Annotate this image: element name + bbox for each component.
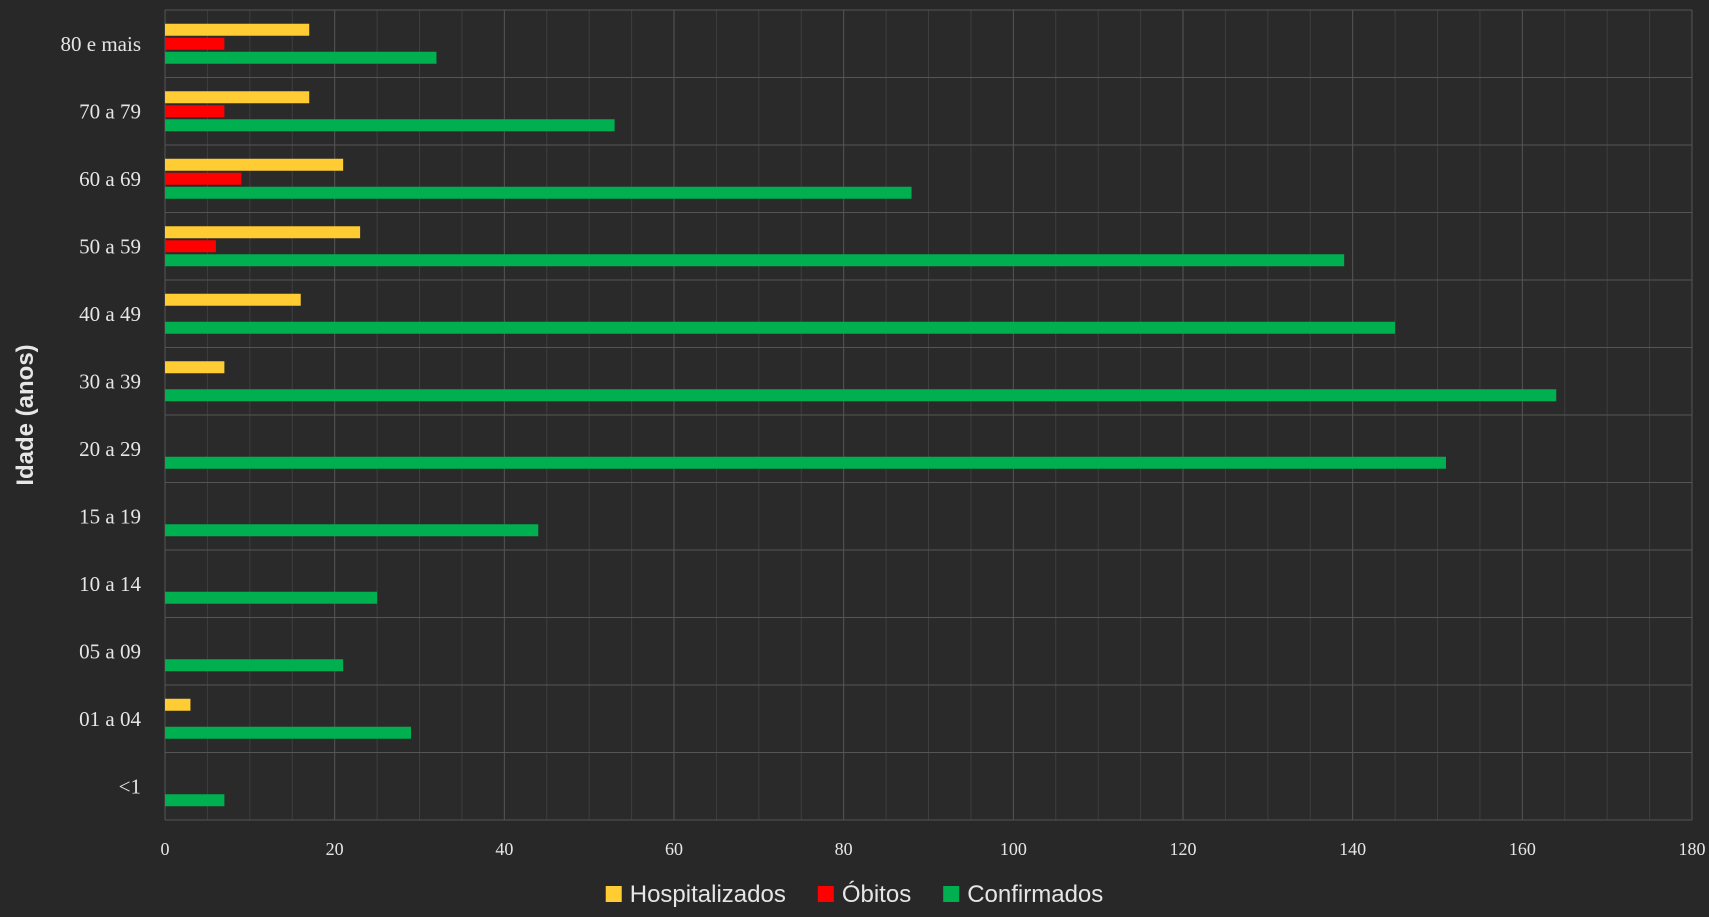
- category-label: 50 a 59: [79, 234, 141, 258]
- major-gridlines: [164, 9, 1693, 821]
- category-label: 20 a 29: [79, 437, 141, 461]
- bar-hospitalizados: [165, 23, 310, 36]
- bar-confirmados: [165, 119, 615, 132]
- bar-confirmados: [165, 659, 344, 672]
- bar-confirmados: [165, 186, 912, 199]
- bar--bitos: [165, 172, 242, 185]
- x-tick-label: 180: [1679, 839, 1706, 859]
- category-label: 60 a 69: [79, 167, 141, 191]
- x-tick-labels: 0 20 40 60 80 100 120 140 160 180: [161, 839, 1706, 859]
- category-labels: 80 e mais 70 a 79 60 a 69 50 a 59 40 a 49 30 …: [61, 32, 142, 799]
- x-tick-label: 140: [1339, 839, 1366, 859]
- category-label: 40 a 49: [79, 302, 141, 326]
- legend-swatch: [943, 886, 960, 902]
- legend: Hospitalizados Óbitos Confirmados: [605, 881, 1103, 908]
- bar-confirmados: [165, 254, 1345, 267]
- bar--bitos: [165, 240, 216, 253]
- bar-confirmados: [165, 524, 539, 537]
- legend-label: Confirmados: [967, 881, 1103, 908]
- x-tick-label: 160: [1509, 839, 1536, 859]
- category-label: 80 e mais: [61, 32, 141, 56]
- x-tick-label: 40: [495, 839, 513, 859]
- bars: [165, 23, 1557, 807]
- category-label: 01 a 04: [79, 707, 141, 731]
- bar-confirmados: [165, 726, 412, 739]
- bar-hospitalizados: [165, 293, 301, 306]
- x-tick-label: 80: [835, 839, 853, 859]
- bar-confirmados: [165, 591, 378, 604]
- category-label: 70 a 79: [79, 99, 141, 123]
- bar-confirmados: [165, 389, 1557, 402]
- bar-hospitalizados: [165, 91, 310, 104]
- bar-hospitalizados: [165, 361, 225, 374]
- legend-swatch: [605, 886, 622, 902]
- x-tick-label: 120: [1170, 839, 1197, 859]
- bar-confirmados: [165, 794, 225, 807]
- category-label: 10 a 14: [79, 572, 141, 596]
- category-label: <1: [119, 774, 141, 798]
- x-tick-label: 20: [326, 839, 344, 859]
- category-label: 15 a 19: [79, 504, 141, 528]
- bar-hospitalizados: [165, 226, 361, 239]
- y-axis-title: Idade (anos): [12, 344, 39, 485]
- x-tick-label: 100: [1000, 839, 1027, 859]
- bar-confirmados: [165, 51, 437, 64]
- x-tick-label: 0: [161, 839, 170, 859]
- bar-hospitalizados: [165, 158, 344, 171]
- legend-label: Hospitalizados: [630, 881, 786, 908]
- bar-hospitalizados: [165, 698, 191, 711]
- x-tick-label: 60: [665, 839, 683, 859]
- bar-confirmados: [165, 456, 1446, 469]
- bar-confirmados: [165, 321, 1396, 334]
- legend-swatch: [817, 886, 834, 902]
- legend-label: Óbitos: [842, 881, 911, 908]
- category-label: 05 a 09: [79, 639, 141, 663]
- bar--bitos: [165, 37, 225, 50]
- bar--bitos: [165, 105, 225, 118]
- category-label: 30 a 39: [79, 369, 141, 393]
